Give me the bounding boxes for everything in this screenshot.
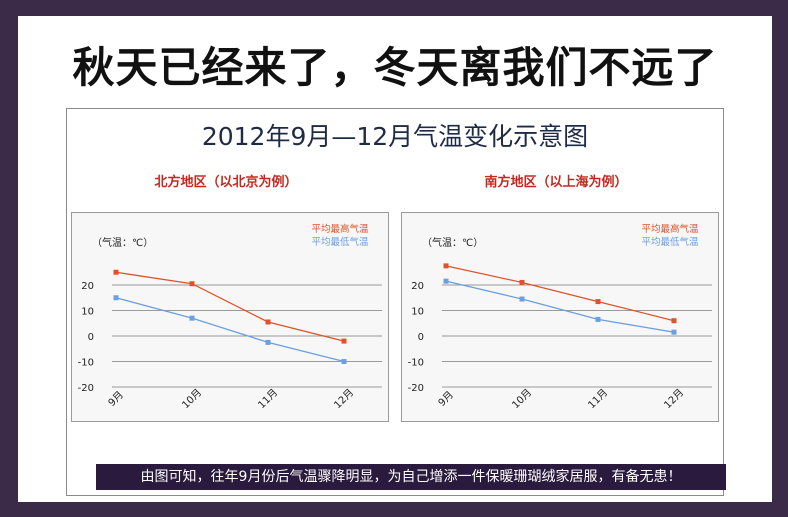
series-line-low bbox=[115, 297, 345, 363]
data-point bbox=[265, 339, 271, 345]
x-tick-label: 12月 bbox=[662, 387, 687, 412]
south-region-title: 南方地区（以上海为例） bbox=[484, 175, 628, 190]
data-point bbox=[113, 269, 119, 275]
legend-entry: 平均最低气温 bbox=[311, 236, 369, 248]
main-chart-title: 2012年9月—12月气温变化示意图 bbox=[201, 122, 589, 151]
x-tick-label: 11月 bbox=[256, 387, 281, 412]
x-tick-label: 10月 bbox=[180, 387, 205, 412]
y-tick-label: -20 bbox=[408, 383, 424, 394]
data-point bbox=[671, 329, 677, 335]
y-tick-label: 10 bbox=[81, 307, 94, 318]
y-tick-label: 20 bbox=[411, 281, 424, 292]
series-line-high bbox=[445, 265, 675, 322]
data-point bbox=[595, 316, 601, 322]
x-tick-label: 12月 bbox=[332, 387, 357, 412]
footer-note: 由图可知，往年9月份后气温骤降明显，为自己增添一件保暖珊瑚绒家居服，有备无患！ bbox=[96, 464, 726, 490]
y-tick-label: -10 bbox=[78, 358, 94, 369]
y-axis-label: （气温：℃） bbox=[92, 236, 153, 249]
series-line-high bbox=[115, 271, 345, 342]
series-line-low bbox=[445, 280, 675, 333]
chart-frame: 2012年9月—12月气温变化示意图 北方地区（以北京为例） 南方地区（以上海为… bbox=[66, 108, 724, 496]
north-region-title: 北方地区（以北京为例） bbox=[154, 175, 298, 190]
data-point bbox=[671, 318, 677, 324]
data-point bbox=[443, 263, 449, 269]
y-tick-label: -10 bbox=[408, 358, 424, 369]
data-point bbox=[595, 299, 601, 305]
data-point bbox=[341, 338, 347, 344]
y-axis-label: （气温：℃） bbox=[422, 236, 483, 249]
data-point bbox=[519, 296, 525, 302]
headline: 秋天已经来了，冬天离我们不远了 bbox=[72, 43, 718, 92]
y-tick-label: 10 bbox=[411, 307, 424, 318]
x-tick-label: 10月 bbox=[510, 387, 535, 412]
x-tick-label: 9月 bbox=[436, 389, 456, 409]
x-tick-label: 11月 bbox=[586, 387, 611, 412]
data-point bbox=[341, 359, 347, 364]
south-chart: （气温：℃） 20 10 0 -10 -20 9月 10月 11月 12月 平均最高气温 平均最低气温 bbox=[401, 212, 719, 422]
y-tick-label: 0 bbox=[88, 332, 94, 343]
legend-entry: 平均最高气温 bbox=[311, 223, 369, 235]
legend-entry: 平均最高气温 bbox=[641, 223, 699, 235]
y-tick-label: 0 bbox=[418, 332, 424, 343]
data-point bbox=[443, 278, 449, 284]
data-point bbox=[189, 315, 195, 321]
data-point bbox=[113, 295, 119, 301]
y-tick-label: -20 bbox=[78, 383, 94, 394]
poster-panel: 秋天已经来了，冬天离我们不远了 2012年9月—12月气温变化示意图 北方地区（… bbox=[18, 16, 772, 502]
data-point bbox=[189, 281, 195, 287]
x-tick-label: 9月 bbox=[106, 389, 126, 409]
data-point bbox=[265, 319, 271, 325]
north-chart: （气温：℃） 20 10 0 -10 -20 9月 10月 11月 12月 平均最高气温 平均最低气温 bbox=[71, 212, 389, 422]
y-tick-label: 20 bbox=[81, 281, 94, 292]
data-point bbox=[519, 279, 525, 285]
legend-entry: 平均最低气温 bbox=[641, 236, 699, 248]
